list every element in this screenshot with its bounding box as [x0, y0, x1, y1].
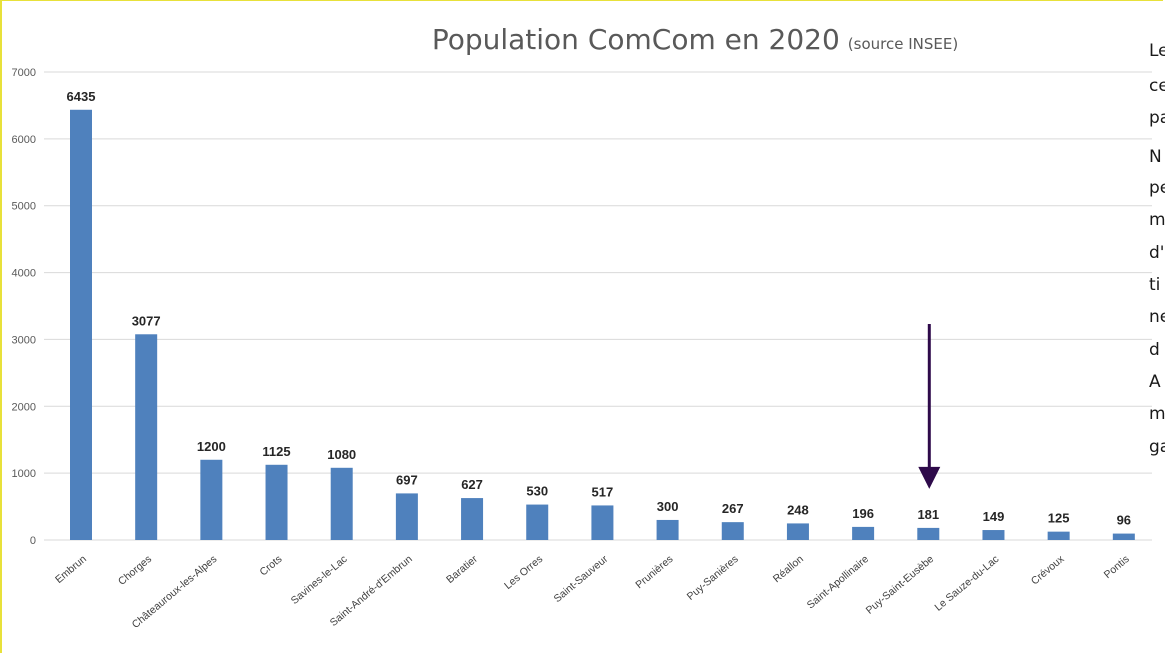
- x-tick-label: Saint-Apollinaire: [805, 553, 871, 611]
- data-label: 96: [1117, 513, 1131, 528]
- y-tick-label: 4000: [12, 268, 36, 280]
- y-axis-ticks: 0 1000 2000 3000 4000 5000 6000 7000: [12, 67, 36, 547]
- x-tick-label: Baratier: [444, 553, 480, 586]
- side-text-line: Le: [1149, 41, 1165, 61]
- side-text-line: d': [1149, 243, 1164, 263]
- bar: [395, 493, 418, 540]
- side-text-line: N: [1149, 147, 1162, 167]
- y-tick-label: 3000: [12, 334, 36, 346]
- side-text-line: ga: [1149, 437, 1165, 457]
- bar: [656, 519, 679, 540]
- bar: [917, 527, 940, 540]
- side-text-line: ce: [1149, 76, 1165, 96]
- data-label: 6435: [67, 89, 96, 104]
- x-tick-label: Le Sauze-du-Lac: [932, 553, 1001, 614]
- x-tick-label: Réallon: [771, 553, 806, 585]
- data-label: 530: [526, 484, 548, 499]
- y-tick-label: 1000: [12, 468, 36, 480]
- bar: [461, 498, 484, 540]
- annotation-arrow-head: [918, 466, 941, 489]
- bar: [135, 334, 158, 540]
- bar: [852, 526, 875, 540]
- data-labels: 6435 3077 1200 1125 1080 697 627 530 517 300 267 24…: [67, 89, 1132, 528]
- data-label: 149: [983, 509, 1005, 524]
- x-tick-label: Savines-le-Lac: [289, 553, 350, 607]
- data-label: 181: [917, 507, 939, 522]
- data-label: 248: [787, 502, 809, 517]
- bar: [1047, 531, 1070, 540]
- x-tick-label: Chorges: [116, 553, 154, 588]
- bar: [982, 530, 1005, 540]
- chart-title-subtitle: (source INSEE): [848, 35, 958, 53]
- y-tick-label: 5000: [12, 201, 36, 213]
- bar: [200, 459, 223, 540]
- side-text-line: m: [1149, 210, 1165, 230]
- data-label: 627: [461, 477, 483, 492]
- data-label: 517: [592, 484, 614, 499]
- side-text-line: pa: [1149, 108, 1165, 128]
- side-text-line: d: [1149, 340, 1160, 360]
- data-label: 1080: [327, 447, 356, 462]
- bar: [265, 464, 288, 540]
- bar: [1112, 533, 1135, 540]
- side-text-line: m: [1149, 404, 1165, 424]
- y-tick-label: 6000: [12, 134, 36, 146]
- x-tick-label: Prunières: [633, 553, 675, 591]
- y-tick-label: 2000: [12, 401, 36, 413]
- data-label: 697: [396, 472, 418, 487]
- chart-title: Population ComCom en 2020 (source INSEE): [432, 23, 958, 56]
- data-label: 1125: [262, 444, 290, 459]
- x-tick-label: Crots: [258, 553, 285, 578]
- x-tick-label: Embrun: [53, 553, 89, 586]
- side-text-line: ti: [1149, 275, 1160, 295]
- annotations: [918, 324, 941, 489]
- x-tick-label: Saint-Sauveur: [552, 553, 611, 605]
- data-label: 196: [852, 506, 874, 521]
- chart-title-main: Population ComCom en 2020: [432, 23, 840, 56]
- bar: [70, 109, 92, 540]
- bar: [786, 523, 809, 540]
- side-text-fragment: Le ce pa Npe m d' ti ne dAm ga: [1149, 41, 1165, 457]
- y-tick-label: 0: [30, 535, 36, 547]
- data-label: 3077: [132, 313, 161, 328]
- side-text-line: ne: [1149, 307, 1165, 327]
- x-tick-label: Pontis: [1102, 553, 1132, 581]
- x-tick-label: Puy-Saint-Eusèbe: [864, 553, 937, 617]
- y-tick-label: 7000: [12, 67, 36, 79]
- bar: [721, 522, 744, 540]
- side-text-line: A: [1149, 372, 1161, 392]
- data-label: 267: [722, 501, 744, 516]
- bar: [591, 505, 614, 540]
- data-label: 1200: [197, 439, 226, 454]
- x-tick-label: Les Orres: [502, 553, 545, 592]
- x-tick-label: Crévoux: [1029, 553, 1067, 588]
- data-label: 300: [657, 499, 679, 514]
- x-tick-label: Puy-Sanières: [685, 553, 741, 603]
- bar: [330, 467, 353, 540]
- data-label: 125: [1048, 511, 1070, 526]
- side-text-line: pe: [1149, 178, 1165, 198]
- bars: [70, 109, 1135, 540]
- bar: [526, 504, 549, 540]
